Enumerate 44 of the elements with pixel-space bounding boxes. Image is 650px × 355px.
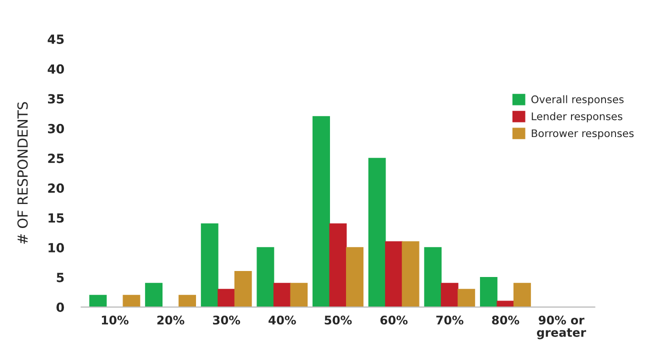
- x-tick-label: 80%: [492, 316, 520, 325]
- bar: [346, 247, 364, 308]
- bar: [200, 223, 218, 308]
- y-tick-label: 5: [56, 272, 64, 282]
- x-tick-label: 60%: [380, 316, 408, 325]
- legend-label: Overall responses: [531, 95, 624, 106]
- x-tick-label: 50%: [324, 316, 352, 325]
- bar: [89, 294, 107, 308]
- x-tick-label: 40%: [268, 316, 296, 325]
- bar: [234, 270, 252, 308]
- legend-label: Lender responses: [532, 112, 622, 122]
- bar: [513, 282, 531, 308]
- bar: [256, 247, 274, 308]
- y-tick-label: 20: [48, 183, 64, 193]
- x-tick-label: 10%: [102, 316, 128, 325]
- bar: [480, 276, 498, 308]
- y-tick-label: 0: [56, 302, 64, 312]
- y-tick-label: 35: [48, 94, 64, 104]
- y-tick-label: 10: [48, 242, 64, 252]
- bar: [385, 241, 403, 308]
- bar: [145, 282, 163, 308]
- bar: [368, 158, 386, 308]
- y-axis-title: # OF RESPONDENTS: [17, 102, 28, 244]
- x-tick-label: 20%: [157, 316, 184, 325]
- bar: [424, 247, 442, 308]
- bar: [290, 282, 308, 308]
- bar: [312, 116, 330, 308]
- y-tick-label: 30: [48, 124, 64, 134]
- y-tick-label: 25: [48, 154, 64, 164]
- x-tick-label: 30%: [213, 316, 240, 325]
- bar: [440, 282, 458, 308]
- bar: [122, 294, 140, 308]
- bar: [273, 282, 291, 308]
- bar: [218, 288, 236, 308]
- y-tick-label: 45: [48, 34, 64, 44]
- legend-label: Borrower responses: [532, 129, 634, 140]
- y-tick-label: 15: [48, 213, 64, 223]
- y-tick-label: 40: [48, 64, 64, 74]
- x-tick-label: 90% or greater: [536, 316, 586, 340]
- bar: [458, 288, 476, 308]
- x-tick-label: 70%: [436, 316, 464, 325]
- bar: [178, 294, 196, 308]
- bar: [402, 241, 420, 308]
- bar: [329, 223, 347, 308]
